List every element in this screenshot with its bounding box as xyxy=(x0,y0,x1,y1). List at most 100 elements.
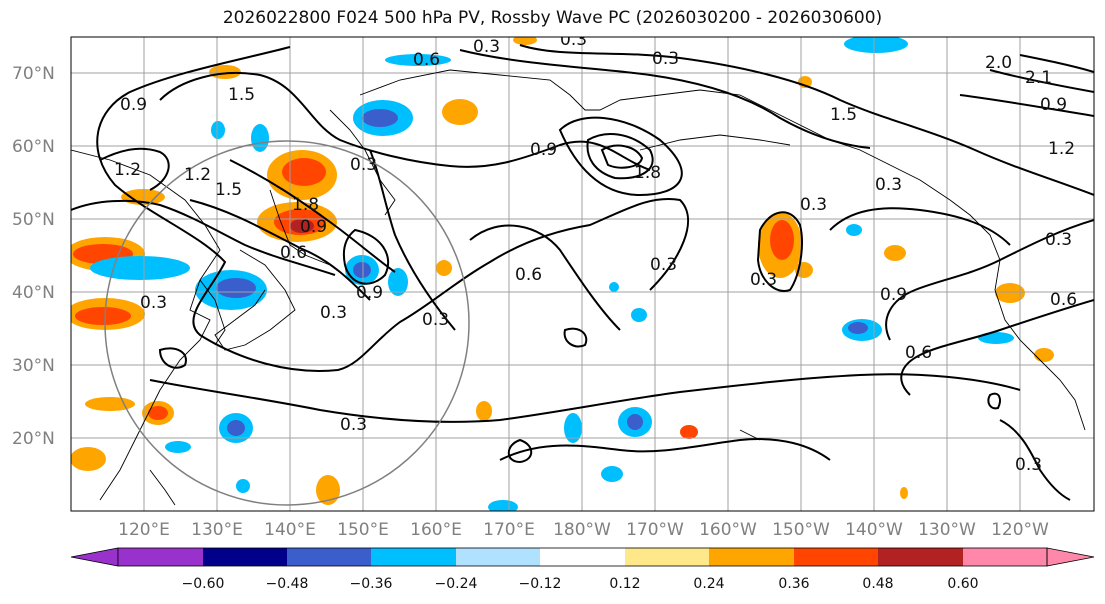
japan-coast xyxy=(214,249,296,351)
lon-label: 140°E xyxy=(264,520,316,540)
lon-label: 180°W xyxy=(553,520,611,540)
contour-line xyxy=(229,159,396,273)
lon-label: 170°W xyxy=(626,520,684,540)
lon-label: 140°W xyxy=(845,520,903,540)
contour-line xyxy=(149,373,1021,423)
contour-label: 0.9 xyxy=(880,285,907,305)
positive-anomaly xyxy=(282,158,326,186)
colorbar-swatch xyxy=(794,548,878,566)
contour-label: 0.3 xyxy=(560,30,587,50)
contour-line xyxy=(959,94,1094,117)
colorbar-swatch xyxy=(709,548,794,566)
positive-anomaly xyxy=(442,99,478,125)
negative-anomaly xyxy=(631,308,647,322)
lat-label: 20°N xyxy=(12,429,55,449)
positive-anomaly xyxy=(476,401,492,421)
negative-anomaly xyxy=(251,124,269,152)
contour-label: 1.8 xyxy=(292,195,319,215)
positive-anomaly xyxy=(316,475,340,505)
colorbar-frame xyxy=(117,547,1048,567)
contour-label: 1.5 xyxy=(228,85,255,105)
lon-label: 130°W xyxy=(918,520,976,540)
colorbar-swatch xyxy=(540,548,625,566)
contour-label: 0.6 xyxy=(515,265,542,285)
positive-anomaly xyxy=(148,406,168,420)
lon-label: 130°E xyxy=(191,520,243,540)
positive-anomaly xyxy=(900,487,908,499)
contour-label: 0.9 xyxy=(356,283,383,303)
contour-line xyxy=(885,219,1094,341)
contour-label: 0.6 xyxy=(280,243,307,263)
colorbar-swatch xyxy=(118,548,203,566)
lat-label: 50°N xyxy=(12,210,55,230)
colorbar-tick-label: 0.24 xyxy=(693,576,724,592)
contour-label: 1.2 xyxy=(114,160,141,180)
colorbar-extend-left xyxy=(70,547,119,567)
contour-label: 1.8 xyxy=(634,163,661,183)
lon-label: 120°W xyxy=(991,520,1049,540)
lat-label: 40°N xyxy=(12,283,55,303)
colorbar-swatch xyxy=(963,548,1047,566)
lon-label: 150°W xyxy=(772,520,830,540)
negative-anomaly xyxy=(236,479,250,493)
contour-line xyxy=(999,419,1071,501)
contour-line xyxy=(159,72,651,171)
colorbar-extend-right xyxy=(1046,547,1095,567)
colorbar-swatch xyxy=(287,548,371,566)
colorbar-tick-label: 0.48 xyxy=(862,576,893,592)
positive-anomaly xyxy=(884,245,906,261)
map-title: 2026022800 F024 500 hPa PV, Rossby Wave … xyxy=(222,8,883,28)
contour-label: 0.6 xyxy=(1050,290,1077,310)
contour-line xyxy=(586,133,654,180)
negative-anomaly xyxy=(227,420,245,436)
contour-label: 0.3 xyxy=(1045,230,1072,250)
contour-label: 1.5 xyxy=(215,180,242,200)
contour-line xyxy=(96,46,690,372)
contour-label: 0.3 xyxy=(350,155,377,175)
contour-line xyxy=(158,347,187,369)
contour-label: 1.2 xyxy=(1048,139,1075,159)
contour-label: 1.2 xyxy=(184,165,211,185)
contour-label: 2.0 xyxy=(985,53,1012,73)
negative-anomaly xyxy=(846,224,862,236)
negative-anomaly xyxy=(90,256,190,280)
contour-line xyxy=(459,49,871,149)
positive-anomaly xyxy=(75,307,131,325)
longitude-labels: 120°E 130°E 140°E 150°E 160°E 170°E 180°… xyxy=(118,520,1049,540)
contour-line xyxy=(507,438,533,464)
positive-anomaly xyxy=(71,447,106,471)
contour-label: 0.3 xyxy=(340,415,367,435)
contour-label: 0.3 xyxy=(652,49,679,69)
north-america-coast xyxy=(994,259,1086,431)
contour-label: 0.9 xyxy=(120,95,147,115)
lon-label: 120°E xyxy=(118,520,170,540)
positive-anomaly xyxy=(436,260,452,276)
coastlines xyxy=(71,69,1086,506)
negative-anomaly xyxy=(627,414,643,430)
contour-line xyxy=(519,44,1094,196)
contour-label: 0.3 xyxy=(1015,455,1042,475)
philippines xyxy=(149,469,176,506)
siberia-coast xyxy=(359,69,621,111)
pv-contours xyxy=(71,44,1094,501)
contour-label: 0.6 xyxy=(905,343,932,363)
negative-anomaly xyxy=(601,466,623,482)
positive-anomaly xyxy=(995,283,1025,303)
lat-label: 70°N xyxy=(12,64,55,84)
contour-line xyxy=(71,199,336,276)
lon-label: 150°E xyxy=(337,520,389,540)
contour-label: 0.3 xyxy=(800,195,827,215)
lon-label: 160°E xyxy=(410,520,462,540)
aleutians xyxy=(639,134,791,151)
contour-line xyxy=(756,211,803,292)
colorbar-tick-label: 0.36 xyxy=(778,576,809,592)
kamchatka-coast xyxy=(329,109,396,216)
colorbar-swatch xyxy=(203,548,287,566)
contour-label: 0.3 xyxy=(422,310,449,330)
positive-anomaly xyxy=(290,219,314,233)
contour-label: 1.5 xyxy=(830,105,857,125)
colorbar-tick-label: 0.60 xyxy=(947,576,978,592)
contour-line xyxy=(342,228,390,285)
contour-line xyxy=(563,327,588,348)
